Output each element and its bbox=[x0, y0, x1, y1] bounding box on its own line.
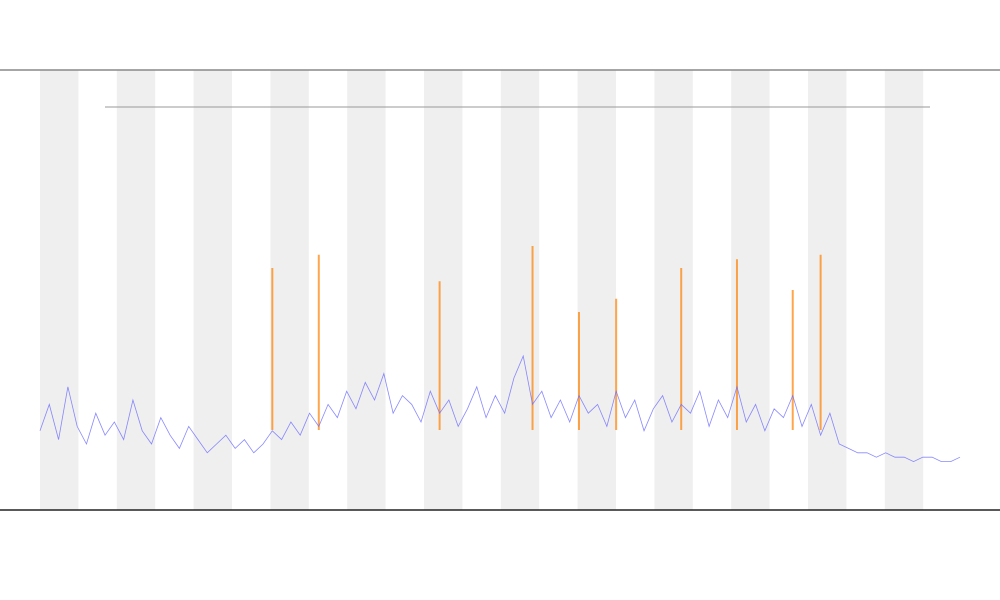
band bbox=[577, 70, 616, 510]
band bbox=[424, 70, 463, 510]
band bbox=[884, 70, 924, 510]
band bbox=[270, 70, 309, 510]
band bbox=[193, 70, 232, 510]
band bbox=[347, 70, 386, 510]
series-line bbox=[39, 354, 961, 463]
band bbox=[116, 70, 156, 510]
band bbox=[808, 70, 847, 510]
band bbox=[40, 70, 79, 510]
band bbox=[654, 70, 693, 510]
